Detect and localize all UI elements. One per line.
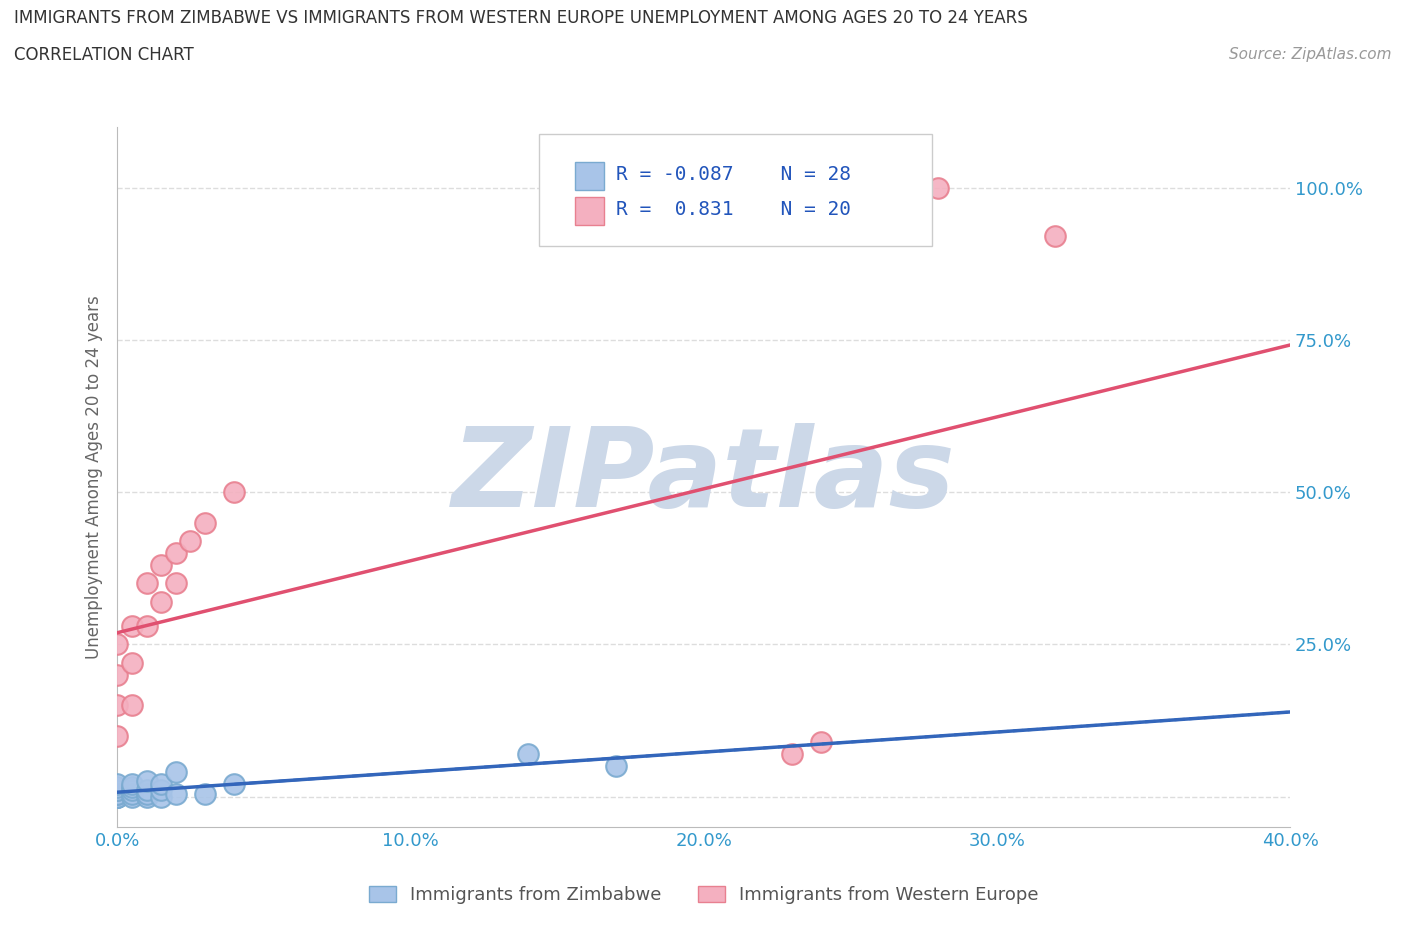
Point: [105, 728, 128, 743]
Point: [121, 780, 143, 795]
Point: [135, 774, 157, 789]
Point: [105, 783, 128, 798]
Point: [105, 786, 128, 801]
Point: [121, 777, 143, 791]
Point: [135, 790, 157, 804]
Point: [105, 780, 128, 795]
Point: [165, 786, 187, 801]
Text: ZIPatlas: ZIPatlas: [451, 423, 956, 530]
Point: [150, 558, 173, 573]
Point: [780, 747, 803, 762]
FancyBboxPatch shape: [540, 134, 932, 246]
Point: [105, 637, 128, 652]
Point: [810, 735, 832, 750]
Point: [150, 783, 173, 798]
Point: [105, 786, 128, 801]
Point: [605, 759, 627, 774]
Text: R = -0.087    N = 28: R = -0.087 N = 28: [616, 165, 851, 184]
Point: [1045, 229, 1067, 244]
Point: [105, 790, 128, 804]
Point: [105, 790, 128, 804]
Text: IMMIGRANTS FROM ZIMBABWE VS IMMIGRANTS FROM WESTERN EUROPE UNEMPLOYMENT AMONG AG: IMMIGRANTS FROM ZIMBABWE VS IMMIGRANTS F…: [14, 9, 1028, 27]
Legend: Immigrants from Zimbabwe, Immigrants from Western Europe: Immigrants from Zimbabwe, Immigrants fro…: [361, 878, 1046, 911]
Point: [105, 668, 128, 683]
Point: [194, 786, 217, 801]
Point: [105, 777, 128, 791]
Point: [121, 790, 143, 804]
Point: [179, 533, 201, 548]
Point: [121, 698, 143, 712]
Point: [150, 594, 173, 609]
Point: [150, 790, 173, 804]
Point: [165, 764, 187, 779]
Point: [165, 576, 187, 591]
Point: [135, 576, 157, 591]
Point: [121, 786, 143, 801]
Point: [927, 180, 949, 195]
FancyBboxPatch shape: [575, 162, 605, 190]
Point: [121, 655, 143, 670]
Point: [135, 618, 157, 633]
Point: [135, 783, 157, 798]
Point: [135, 786, 157, 801]
FancyBboxPatch shape: [575, 196, 605, 225]
Point: [165, 546, 187, 561]
Point: [224, 777, 246, 791]
Point: [105, 698, 128, 712]
Point: [224, 485, 246, 499]
Point: [105, 790, 128, 804]
Text: R =  0.831    N = 20: R = 0.831 N = 20: [616, 200, 851, 219]
Point: [194, 515, 217, 530]
Y-axis label: Unemployment Among Ages 20 to 24 years: Unemployment Among Ages 20 to 24 years: [86, 295, 103, 658]
Text: Source: ZipAtlas.com: Source: ZipAtlas.com: [1229, 46, 1392, 61]
Point: [516, 747, 538, 762]
Point: [105, 783, 128, 798]
Point: [121, 618, 143, 633]
Point: [121, 783, 143, 798]
Point: [105, 790, 128, 804]
Text: CORRELATION CHART: CORRELATION CHART: [14, 46, 194, 64]
Point: [150, 777, 173, 791]
